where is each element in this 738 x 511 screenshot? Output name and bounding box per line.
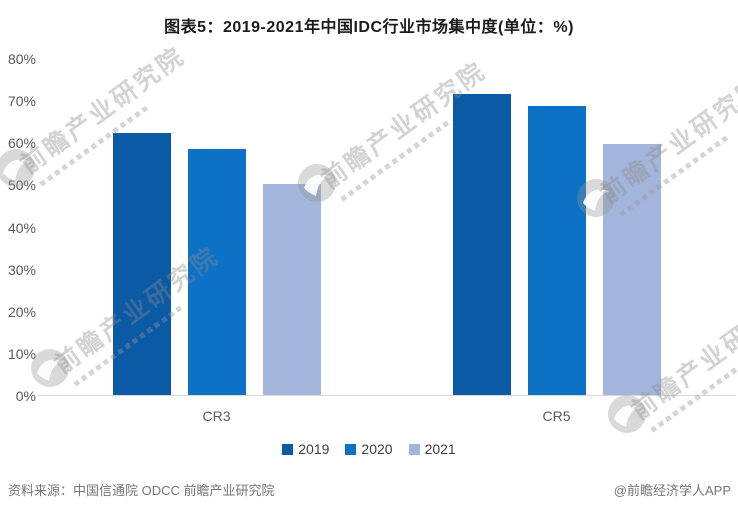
legend-swatch-2019	[282, 443, 294, 455]
y-tick-30%: 30%	[7, 261, 36, 278]
source-note: 资料来源：中国信通院 ODCC 前瞻产业研究院	[8, 483, 275, 498]
bar-2019-CR5	[452, 93, 511, 395]
bar-2021-CR5	[602, 143, 661, 395]
x-axis-line	[38, 395, 736, 396]
legend-label-2020: 2020	[361, 441, 393, 457]
legend-label-2019: 2019	[298, 441, 330, 457]
legend-item-2021: 2021	[408, 441, 456, 457]
chart-title: 图表5：2019-2021年中国IDC行业市场集中度(单位：%)	[164, 19, 574, 36]
plot-area: 0% 10% 20% 30% 40% 50% 60% 70% 80%	[0, 51, 738, 404]
y-tick-50%: 50%	[7, 177, 36, 194]
y-tick-80%: 80%	[7, 51, 36, 67]
credit-note: @前瞻经济学人APP	[613, 483, 731, 498]
legend-swatch-2021	[408, 443, 420, 455]
x-label-CR3: CR3	[202, 408, 231, 424]
y-tick-10%: 10%	[7, 345, 36, 362]
legend: 2019 2020 2021	[0, 441, 738, 457]
y-tick-60%: 60%	[7, 135, 36, 152]
legend-item-2019: 2019	[282, 441, 329, 457]
legend-swatch-2020	[345, 443, 357, 455]
bar-2020-CR3	[187, 149, 246, 395]
y-tick-20%: 20%	[7, 303, 36, 320]
y-tick-70%: 70%	[7, 93, 36, 110]
y-tick-40%: 40%	[7, 219, 36, 236]
footer: 资料来源：中国信通院 ODCC 前瞻产业研究院 @前瞻经济学人APP	[8, 480, 731, 499]
bar-2021-CR3	[262, 184, 321, 395]
legend-item-2020: 2020	[345, 441, 393, 457]
bar-2020-CR5	[527, 106, 586, 395]
y-tick-0%: 0%	[15, 388, 36, 404]
x-label-CR5: CR5	[542, 408, 571, 424]
legend-label-2021: 2021	[424, 441, 456, 457]
bar-2019-CR3	[112, 132, 171, 395]
